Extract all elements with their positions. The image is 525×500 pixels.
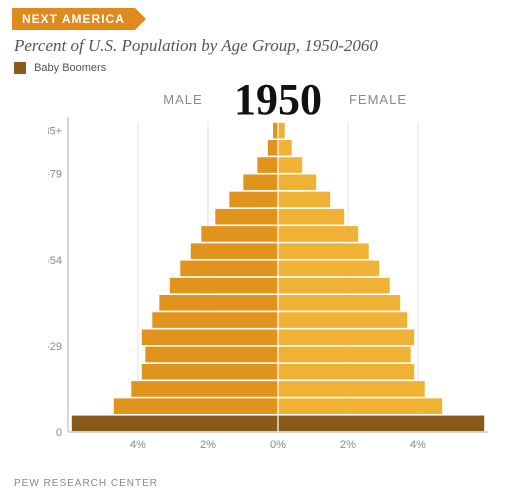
bar-female (278, 364, 415, 380)
x-tick-label: 2% (200, 439, 216, 451)
y-tick-label: 85+ (48, 126, 62, 138)
bar-male (159, 295, 278, 311)
y-tick-label: 25-29 (48, 341, 62, 353)
bar-female (278, 312, 408, 328)
female-label: FEMALE (349, 92, 407, 107)
bar-female (278, 226, 359, 242)
bar-female (278, 415, 485, 431)
bar-female (278, 209, 345, 225)
x-tick-label: 0% (270, 439, 286, 451)
bar-male (142, 364, 279, 380)
bar-male (142, 329, 279, 345)
legend-label: Baby Boomers (34, 62, 106, 74)
bar-female (278, 346, 411, 362)
legend-swatch (14, 62, 26, 74)
bar-male (131, 381, 278, 397)
x-tick-label: 4% (410, 439, 426, 451)
male-label: MALE (163, 92, 202, 107)
bar-male (152, 312, 278, 328)
subtitle: Percent of U.S. Population by Age Group,… (14, 36, 378, 56)
bar-male (243, 174, 278, 190)
bar-male (201, 226, 278, 242)
bar-female (278, 140, 292, 156)
bar-female (278, 398, 443, 414)
legend: Baby Boomers (14, 62, 106, 74)
banner: NEXT AMERICA (12, 8, 135, 30)
y-tick-label: 0 (56, 427, 62, 439)
bar-male (273, 123, 278, 139)
y-tick-label: 75-79 (48, 169, 62, 181)
bar-female (278, 329, 415, 345)
bar-male (268, 140, 279, 156)
bar-male (215, 209, 278, 225)
y-tick-label: 50-54 (48, 255, 62, 267)
bar-female (278, 295, 401, 311)
footer: PEW RESEARCH CENTER (14, 478, 158, 489)
bar-female (278, 381, 425, 397)
bar-female (278, 157, 303, 173)
banner-label: NEXT AMERICA (12, 8, 135, 30)
bar-female (278, 123, 285, 139)
bar-male (145, 346, 278, 362)
bar-female (278, 191, 331, 207)
bar-male (257, 157, 278, 173)
year-label: 1950 (234, 82, 322, 124)
bar-female (278, 278, 390, 294)
x-tick-label: 2% (340, 439, 356, 451)
x-tick-label: 4% (130, 439, 146, 451)
pyramid-chart: 0% 2% 2% 4% 4% 0 25-29 50-54 75-79 85+ MALE FEMALE 1… (48, 82, 498, 462)
pyramid-svg: 0% 2% 2% 4% 4% 0 25-29 50-54 75-79 85+ MALE FEMALE 1… (48, 82, 498, 462)
bar-male (229, 191, 278, 207)
bar-female (278, 174, 317, 190)
bar-male (170, 278, 279, 294)
bar-female (278, 260, 380, 276)
bar-female (278, 243, 369, 259)
bar-male (191, 243, 279, 259)
bar-male (180, 260, 278, 276)
bar-male (114, 398, 279, 414)
bar-male (72, 415, 279, 431)
